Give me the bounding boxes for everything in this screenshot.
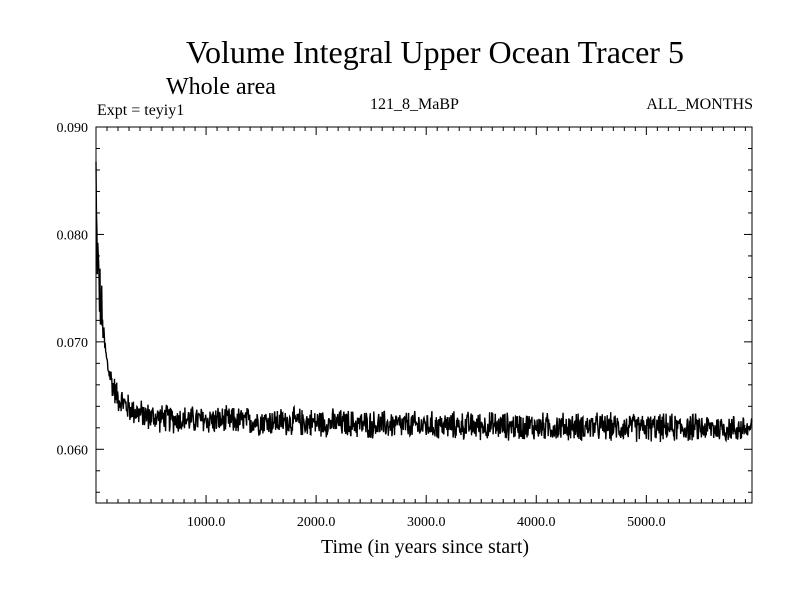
y-tick-label: 0.060 bbox=[57, 443, 89, 458]
y-tick-label: 0.090 bbox=[57, 121, 89, 136]
chart-subtitle: Whole area bbox=[166, 74, 276, 100]
experiment-label: Expt = teyiy1 bbox=[97, 102, 185, 119]
run-label: 121_8_MaBP bbox=[370, 96, 459, 113]
x-tick-label: 4000.0 bbox=[517, 515, 556, 530]
series-line bbox=[95, 161, 753, 443]
period-label: ALL_MONTHS bbox=[646, 96, 753, 113]
tick-labels: 1000.0 2000.0 3000.0 4000.0 5000.0 0.060 0.070… bbox=[57, 121, 666, 530]
y-tick-label: 0.080 bbox=[57, 228, 89, 243]
x-tick-label: 1000.0 bbox=[187, 515, 226, 530]
plot-frame bbox=[95, 126, 753, 504]
axis-ticks bbox=[96, 126, 752, 503]
chart-title: Volume Integral Upper Ocean Tracer 5 bbox=[186, 34, 684, 70]
x-tick-label: 5000.0 bbox=[627, 515, 666, 530]
x-tick-label: 3000.0 bbox=[407, 515, 446, 530]
y-tick-label: 0.070 bbox=[57, 336, 89, 351]
x-axis-label: Time (in years since start) bbox=[320, 536, 530, 558]
x-tick-label: 2000.0 bbox=[297, 515, 336, 530]
